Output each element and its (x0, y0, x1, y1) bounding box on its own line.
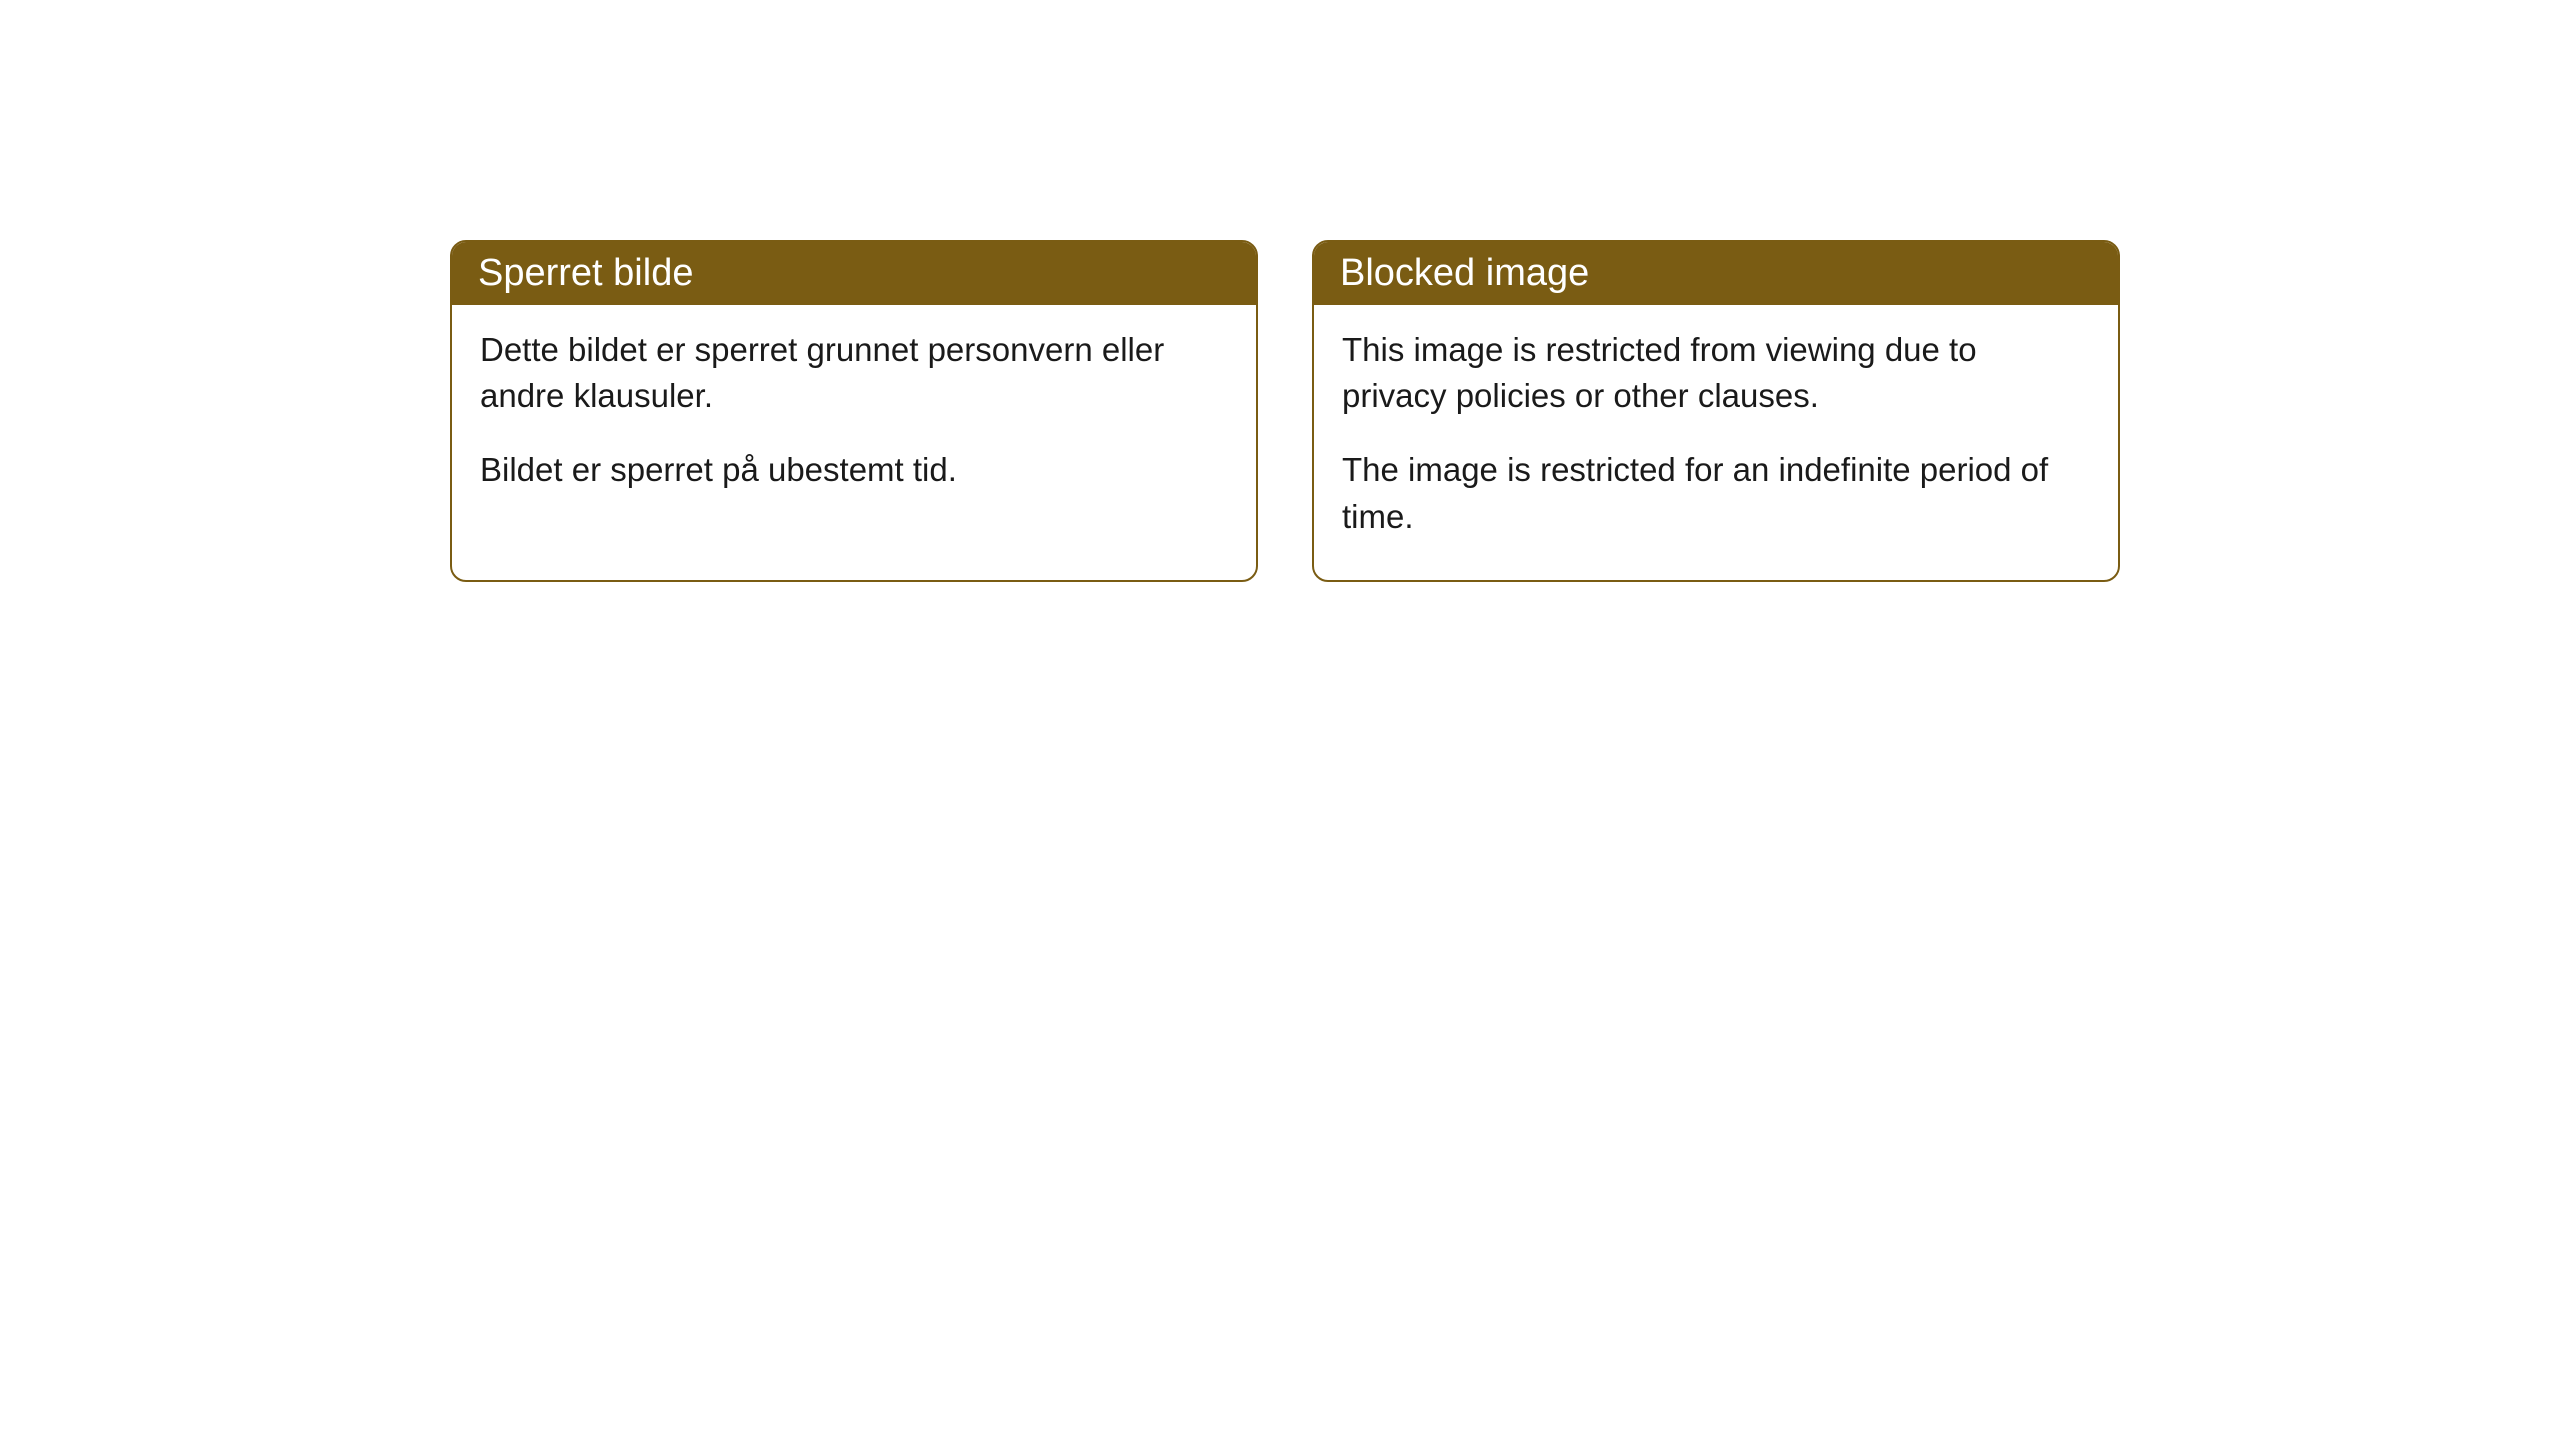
card-title: Sperret bilde (478, 252, 693, 294)
card-body: Dette bildet er sperret grunnet personve… (452, 305, 1256, 534)
cards-container: Sperret bilde Dette bildet er sperret gr… (450, 240, 2120, 582)
blocked-image-card-english: Blocked image This image is restricted f… (1312, 240, 2120, 582)
card-header: Sperret bilde (452, 242, 1256, 305)
card-header: Blocked image (1314, 242, 2118, 305)
card-paragraph-1: Dette bildet er sperret grunnet personve… (480, 327, 1228, 419)
card-body: This image is restricted from viewing du… (1314, 305, 2118, 580)
blocked-image-card-norwegian: Sperret bilde Dette bildet er sperret gr… (450, 240, 1258, 582)
card-title: Blocked image (1340, 252, 1589, 294)
card-paragraph-2: The image is restricted for an indefinit… (1342, 447, 2090, 539)
card-paragraph-1: This image is restricted from viewing du… (1342, 327, 2090, 419)
card-paragraph-2: Bildet er sperret på ubestemt tid. (480, 447, 1228, 493)
